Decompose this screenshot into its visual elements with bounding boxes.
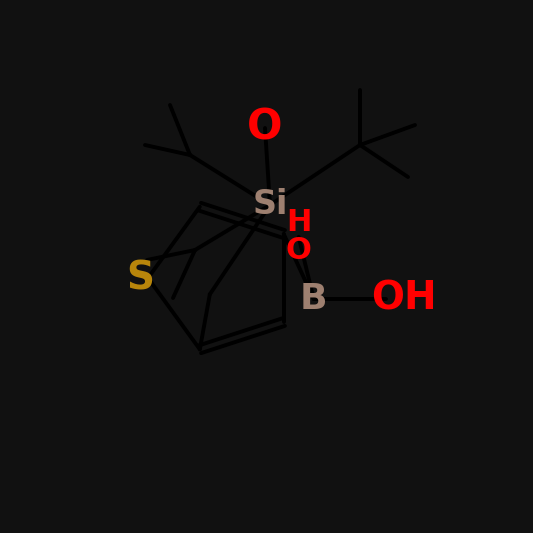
Text: O: O <box>247 107 282 149</box>
Text: S: S <box>126 259 154 297</box>
Text: H: H <box>286 208 311 237</box>
Text: OH: OH <box>371 280 437 318</box>
Text: B: B <box>300 282 327 316</box>
Text: Si: Si <box>252 189 288 222</box>
Text: O: O <box>286 237 312 265</box>
